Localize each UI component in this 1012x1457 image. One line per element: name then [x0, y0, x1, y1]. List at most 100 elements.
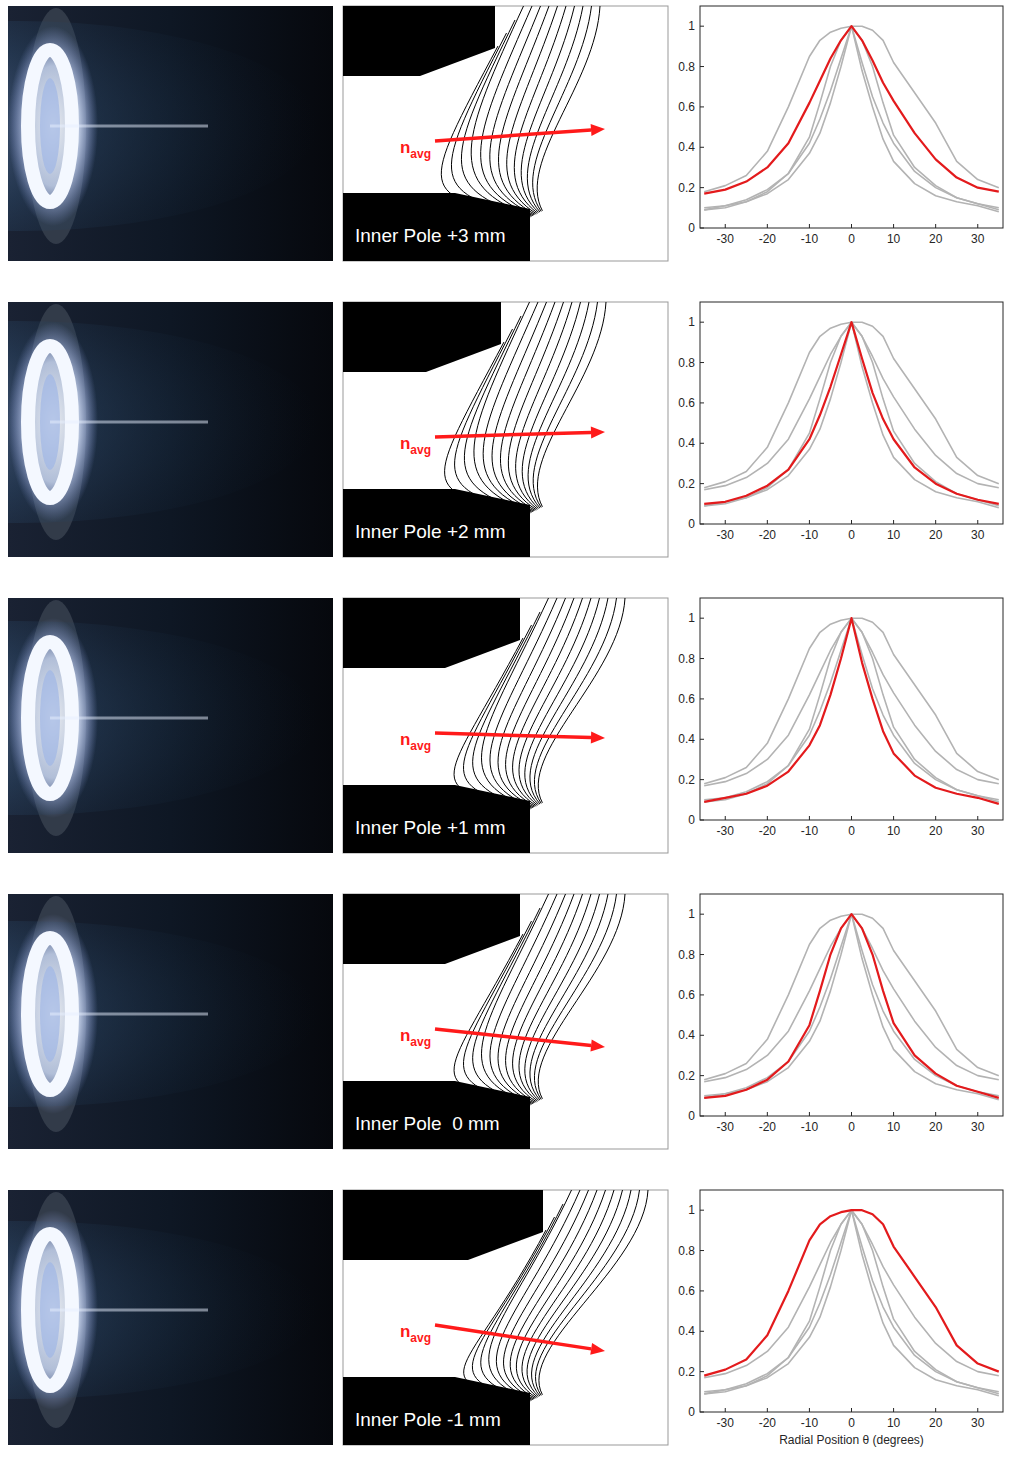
pole-label: Inner Pole 0 mm: [355, 1113, 500, 1134]
y-tick: [700, 66, 704, 67]
x-tick: [935, 1408, 936, 1412]
navg-label: navg: [400, 138, 431, 161]
plot-frame: [700, 598, 1003, 820]
x-tick: [893, 816, 894, 820]
photo: [8, 598, 333, 853]
x-tick-label: -10: [801, 824, 819, 838]
chart: 00.20.40.60.81-30-20-100102030: [678, 302, 1003, 542]
x-tick: [767, 520, 768, 524]
x-tick-label: -20: [759, 824, 777, 838]
y-tick-label: 0.2: [678, 1069, 695, 1083]
field-line: [463, 921, 531, 1105]
x-tick: [809, 816, 810, 820]
x-tick: [809, 1112, 810, 1116]
navg-label: navg: [400, 434, 431, 457]
x-tick-label: 0: [848, 1416, 855, 1430]
plot-background: [700, 598, 1003, 820]
profile-line: [704, 618, 999, 804]
x-tick: [977, 520, 978, 524]
navg-base: n: [400, 1026, 410, 1045]
x-tick-label: 20: [929, 824, 943, 838]
y-tick: [700, 1290, 704, 1291]
y-tick: [700, 954, 704, 955]
x-tick-label: 10: [887, 1120, 901, 1134]
x-tick: [893, 224, 894, 228]
profile-line: [704, 914, 999, 1079]
y-tick-label: 0.6: [678, 1284, 695, 1298]
x-tick: [851, 1112, 852, 1116]
field-diagram: navgInner Pole -1 mm: [343, 1190, 668, 1445]
y-tick-label: 0.2: [678, 1365, 695, 1379]
navg-arrow-shaft: [435, 432, 591, 437]
y-tick: [700, 1210, 704, 1211]
outer-pole: [343, 302, 501, 372]
y-tick: [700, 402, 704, 403]
diagram-frame: [343, 894, 668, 1149]
x-tick-label: 0: [848, 232, 855, 246]
y-tick: [700, 779, 704, 780]
plot-frame: [700, 302, 1003, 524]
profile-line: [704, 1210, 999, 1392]
plot-background: [700, 1190, 1003, 1412]
field-line: [461, 20, 530, 217]
chart: 00.20.40.60.81-30-20-100102030: [678, 894, 1003, 1134]
x-tick-label: -10: [801, 1120, 819, 1134]
profile-line: [704, 1210, 999, 1396]
inner-pole: [343, 1377, 530, 1445]
navg-label: navg: [400, 730, 431, 753]
x-tick-label: -30: [717, 232, 735, 246]
y-tick: [700, 1250, 704, 1251]
y-tick: [700, 106, 704, 107]
y-tick-label: 0.4: [678, 436, 695, 450]
x-tick: [893, 1112, 894, 1116]
field-line: [537, 302, 606, 507]
y-tick: [700, 994, 704, 995]
field-diagram: navgInner Pole +2 mm: [343, 302, 668, 557]
navg-subscript: avg: [410, 1331, 431, 1345]
x-tick: [977, 1112, 978, 1116]
diagram-content: [343, 894, 625, 1149]
x-tick-label: 20: [929, 232, 943, 246]
y-tick-label: 0.8: [678, 652, 695, 666]
x-tick-label: -30: [717, 1120, 735, 1134]
field-line: [527, 6, 583, 212]
diagram-frame: [343, 1190, 668, 1445]
y-tick: [700, 1035, 704, 1036]
y-tick-label: 1: [688, 907, 695, 921]
x-tick-label: 30: [971, 528, 985, 542]
y-tick-label: 1: [688, 19, 695, 33]
y-tick: [700, 739, 704, 740]
navg-arrowhead: [590, 1040, 605, 1052]
y-tick-label: 0.8: [678, 1244, 695, 1258]
field-line: [441, 46, 528, 218]
y-tick: [700, 658, 704, 659]
y-tick-label: 0.4: [678, 1324, 695, 1338]
x-tick: [725, 520, 726, 524]
profile-line: [704, 26, 999, 208]
y-tick: [700, 1075, 704, 1076]
navg-arrow-shaft: [435, 733, 591, 738]
profile-line: [704, 322, 999, 506]
navg-arrow-shaft: [435, 130, 591, 141]
y-tick-label: 1: [688, 611, 695, 625]
x-tick: [893, 520, 894, 524]
x-tick-label: -10: [801, 232, 819, 246]
photo: [8, 894, 333, 1149]
plot-data: [704, 1210, 999, 1396]
x-tick-label: 30: [971, 1120, 985, 1134]
x-tick: [935, 224, 936, 228]
x-tick: [725, 816, 726, 820]
navg-base: n: [400, 434, 410, 453]
inner-pole: [343, 785, 530, 853]
y-tick: [700, 362, 704, 363]
profile-line: [704, 26, 999, 194]
navg-arrowhead: [591, 732, 605, 744]
x-tick-label: -10: [801, 1416, 819, 1430]
field-line: [455, 329, 530, 513]
centerline-jet: [50, 1013, 208, 1016]
field-line: [536, 1190, 640, 1395]
plume: [8, 21, 318, 231]
x-tick: [977, 816, 978, 820]
profile-line: [704, 618, 999, 783]
y-tick-label: 0.6: [678, 988, 695, 1002]
